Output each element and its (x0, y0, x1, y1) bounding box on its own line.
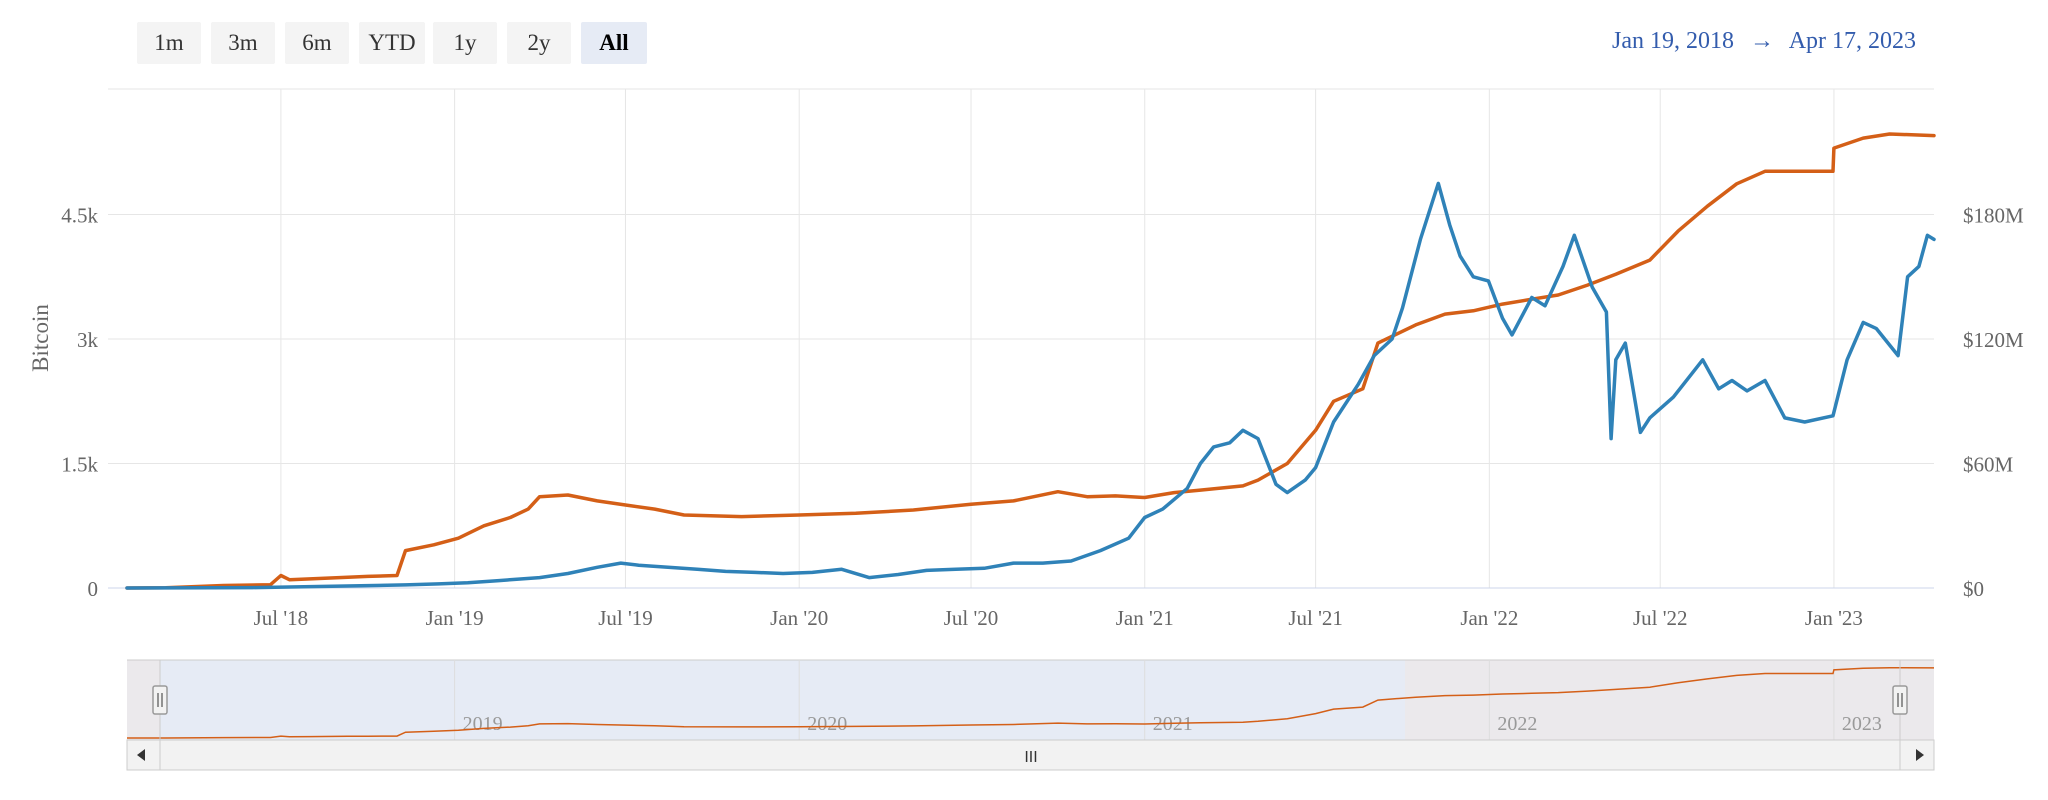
range-button-ytd[interactable]: YTD (359, 22, 425, 64)
range-button-3m[interactable]: 3m (211, 22, 275, 64)
y-tick-label-right: $120M (1963, 328, 2024, 352)
navigator-selection[interactable] (160, 660, 1405, 740)
x-tick-label: Jan '19 (426, 606, 484, 630)
axis-ticks: Jul '18 Jan '19 Jul '19 Jan '20 Jul '20 Jan '… (61, 204, 2024, 631)
date-from[interactable]: Jan 19, 2018 (1612, 28, 1734, 54)
scrollbar-grip[interactable]: III (1024, 749, 1037, 766)
date-to[interactable]: Apr 17, 2023 (1788, 28, 1917, 54)
x-tick-label: Jan '21 (1116, 606, 1174, 630)
x-tick-label: Jan '23 (1805, 606, 1863, 630)
scroll-right-icon[interactable] (1916, 749, 1924, 761)
x-tick-label: Jul '22 (1633, 606, 1688, 630)
scroll-left-icon[interactable] (137, 749, 145, 761)
y-tick-label-right: $60M (1963, 453, 2014, 477)
range-button-2y[interactable]: 2y (507, 22, 571, 64)
x-tick-label: Jan '22 (1460, 606, 1518, 630)
x-tick-label: Jul '19 (598, 606, 653, 630)
series-group (125, 132, 1936, 590)
navigator-handle-left[interactable] (152, 685, 168, 715)
y-axis-title-left: Bitcoin (28, 304, 53, 372)
series-line-bitcoin[interactable] (125, 132, 1936, 590)
navigator: 2019 2020 2021 2022 2023 III (126, 659, 1935, 771)
range-button-1m[interactable]: 1m (137, 22, 201, 64)
date-range-display: Jan 19, 2018 → Apr 17, 2023 (1612, 28, 1916, 55)
y-tick-label-left: 0 (88, 577, 99, 601)
navigator-year-label: 2020 (807, 713, 847, 735)
y-tick-label-right: $180M (1963, 204, 2024, 228)
navigator-year-label: 2022 (1497, 713, 1537, 735)
range-button-all[interactable]: All (581, 22, 647, 64)
navigator-year-label: 2019 (463, 713, 503, 735)
scrollbar-thumb[interactable] (159, 739, 1901, 771)
navigator-series-line (127, 666, 1935, 739)
y-tick-label-left: 4.5k (61, 204, 98, 228)
x-tick-label: Jul '20 (944, 606, 999, 630)
y-tick-label-left: 1.5k (61, 453, 98, 477)
navigator-handle-right[interactable] (1892, 685, 1908, 715)
y-tick-label-left: 3k (77, 328, 99, 352)
series-line-usd[interactable] (125, 181, 1936, 590)
x-tick-label: Jul '18 (254, 606, 309, 630)
range-arrow: → (1750, 28, 1774, 54)
navigator-year-label: 2023 (1842, 713, 1882, 735)
x-tick-label: Jan '20 (770, 606, 828, 630)
chart-grid (108, 88, 1934, 589)
range-button-6m[interactable]: 6m (285, 22, 349, 64)
x-tick-label: Jul '21 (1288, 606, 1343, 630)
range-button-1y[interactable]: 1y (433, 22, 497, 64)
y-tick-label-right: $0 (1963, 577, 1984, 601)
navigator-year-label: 2021 (1153, 713, 1193, 735)
